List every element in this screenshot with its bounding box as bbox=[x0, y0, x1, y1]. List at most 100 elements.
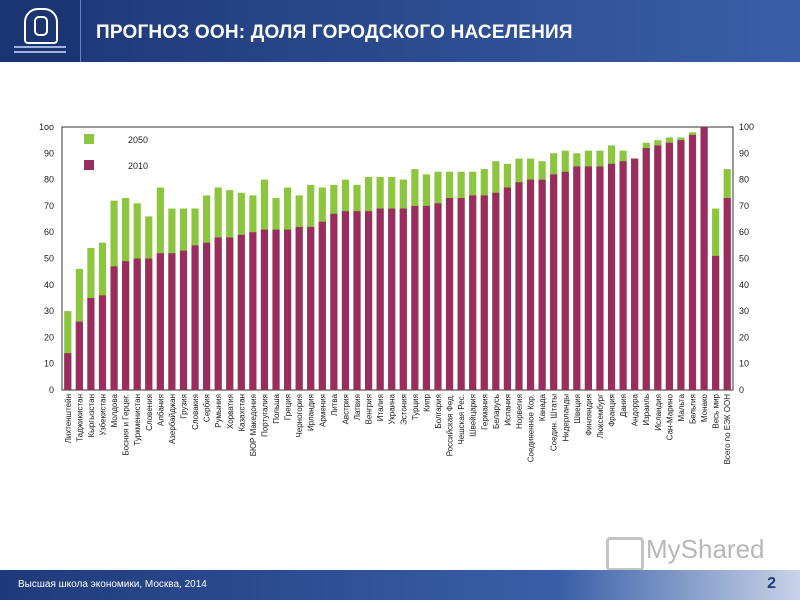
bar-2010 bbox=[87, 297, 95, 390]
urban-population-chart: 0 0 10 10 20 20 30 30 40 40 50 50 60 60 70 70 80 80 90 90 1o… bbox=[39, 122, 754, 464]
page-title: ПРОГНОЗ ООН: ДОЛЯ ГОРОДСКОГО НАСЕЛЕНИЯ bbox=[96, 22, 573, 43]
bar-2010 bbox=[145, 258, 153, 390]
x-category-label: Узбекистан bbox=[98, 394, 107, 436]
x-category-label: Люксембург bbox=[596, 394, 605, 438]
myshared-logo-icon bbox=[606, 537, 644, 571]
bar-2010 bbox=[179, 250, 188, 390]
hse-logo-icon bbox=[24, 8, 58, 44]
bar-2010 bbox=[307, 226, 315, 390]
y-tick-label-left: 90 bbox=[44, 148, 54, 158]
x-category-label: Кипр bbox=[422, 393, 431, 411]
x-category-label: Российская Фед. bbox=[446, 394, 455, 456]
bar-2010 bbox=[503, 187, 511, 390]
x-category-label: Германия bbox=[480, 394, 489, 430]
bar-2010 bbox=[399, 208, 407, 390]
x-category-label: Испания bbox=[503, 394, 512, 426]
x-category-label: Ирландия bbox=[307, 394, 316, 431]
bar-2010 bbox=[561, 171, 569, 390]
x-category-label: Таджикистан bbox=[75, 394, 84, 442]
x-category-label: Румыния bbox=[214, 394, 223, 428]
x-category-label: Монако bbox=[700, 393, 709, 422]
x-category-label: Соединенное Кор. bbox=[527, 394, 536, 462]
bar-2010 bbox=[260, 229, 269, 390]
bar-2010 bbox=[434, 203, 442, 390]
x-category-label: Сербия bbox=[203, 394, 212, 422]
bar-2010 bbox=[364, 211, 373, 390]
x-category-label: Азербайджан bbox=[168, 394, 177, 444]
y-tick-label-right: 90 bbox=[739, 148, 749, 158]
x-category-label: Финляндия bbox=[584, 394, 593, 436]
bar-2010 bbox=[168, 253, 176, 390]
bar-2010 bbox=[422, 205, 431, 390]
x-category-label: Грузия bbox=[179, 394, 188, 419]
x-category-label: Албания bbox=[156, 394, 165, 426]
y-tick-label-left: 20 bbox=[44, 332, 54, 342]
bar-2010 bbox=[226, 237, 234, 390]
bar-2010 bbox=[677, 140, 685, 390]
x-category-label: Дания bbox=[619, 394, 628, 417]
x-category-label: Украина bbox=[388, 393, 397, 424]
bar-2010 bbox=[480, 195, 488, 390]
logo-line bbox=[14, 46, 66, 48]
x-category-label: Кыргызстан bbox=[87, 394, 96, 438]
y-tick-label-left: 60 bbox=[44, 227, 54, 237]
bar-2010 bbox=[110, 266, 118, 390]
x-category-label: Канада bbox=[538, 393, 547, 421]
x-category-label: Австрия bbox=[341, 394, 350, 424]
x-category-label: Литва bbox=[330, 393, 339, 416]
x-category-label: Сан-Марино bbox=[665, 393, 674, 440]
y-tick-label-left: 30 bbox=[44, 306, 54, 316]
x-category-label: Нидерланды bbox=[561, 394, 570, 442]
bar-2010 bbox=[237, 234, 245, 390]
x-category-label: Казахстан bbox=[237, 394, 246, 432]
x-category-label: Латвия bbox=[353, 394, 362, 420]
bar-2010 bbox=[688, 134, 697, 390]
x-category-label: Мальта bbox=[677, 393, 686, 421]
bar-2010 bbox=[492, 192, 500, 390]
y-tick-label-right: 60 bbox=[739, 227, 749, 237]
x-category-label: Швеция bbox=[573, 394, 582, 423]
x-category-label: Франция bbox=[608, 394, 617, 427]
bar-2010 bbox=[607, 163, 616, 390]
bar-2010 bbox=[654, 145, 662, 390]
x-category-label: Турция bbox=[411, 394, 420, 420]
watermark-text: MyShared bbox=[646, 534, 765, 564]
x-category-label: Армения bbox=[318, 394, 327, 427]
header-bar: ПРОГНОЗ ООН: ДОЛЯ ГОРОДСКОГО НАСЕЛЕНИЯ bbox=[0, 0, 800, 62]
y-tick-label-left: 1oo bbox=[39, 122, 54, 132]
x-category-label: Швейцария bbox=[469, 394, 478, 437]
y-tick-label-left: 50 bbox=[44, 254, 54, 264]
footer-text: Высшая школа экономики, Москва, 2014 bbox=[18, 579, 207, 590]
x-category-label: Словения bbox=[145, 394, 154, 431]
bar-2010 bbox=[712, 255, 720, 390]
bar-2010 bbox=[64, 353, 72, 390]
x-category-label: Черногория bbox=[295, 394, 304, 438]
bar-2010 bbox=[619, 161, 627, 390]
bar-2010 bbox=[272, 229, 280, 390]
y-tick-label-right: 10 bbox=[739, 359, 749, 369]
x-category-label: Молдова bbox=[110, 393, 119, 427]
y-tick-label-right: 70 bbox=[739, 201, 749, 211]
bar-2010 bbox=[249, 232, 257, 390]
x-category-label: Хорватия bbox=[226, 394, 235, 429]
x-category-label: Лихтенштейн bbox=[64, 394, 73, 443]
y-tick-label-left: 0 bbox=[49, 385, 54, 395]
x-category-label: Андорра bbox=[631, 393, 640, 426]
x-category-label: Весь мир bbox=[712, 393, 721, 428]
y-tick-label-left: 10 bbox=[44, 359, 54, 369]
x-category-label: Португалия bbox=[260, 394, 269, 437]
page-number: 2 bbox=[767, 575, 776, 592]
x-category-label: Соедин. Штаты bbox=[550, 394, 559, 451]
legend-label: 2050 bbox=[128, 135, 148, 145]
bar-2010 bbox=[631, 158, 639, 390]
y-tick-label-left: 40 bbox=[44, 280, 54, 290]
x-category-label: Эстония bbox=[399, 394, 408, 425]
legend-swatch bbox=[84, 160, 94, 170]
bar-2010 bbox=[133, 258, 141, 390]
y-tick-label-right: 50 bbox=[739, 254, 749, 264]
bar-2050 bbox=[64, 311, 72, 390]
bar-2010 bbox=[526, 179, 535, 390]
x-category-label: БЮР Македония bbox=[249, 394, 258, 456]
legend-label: 2010 bbox=[128, 161, 148, 171]
bar-2010 bbox=[156, 253, 164, 390]
